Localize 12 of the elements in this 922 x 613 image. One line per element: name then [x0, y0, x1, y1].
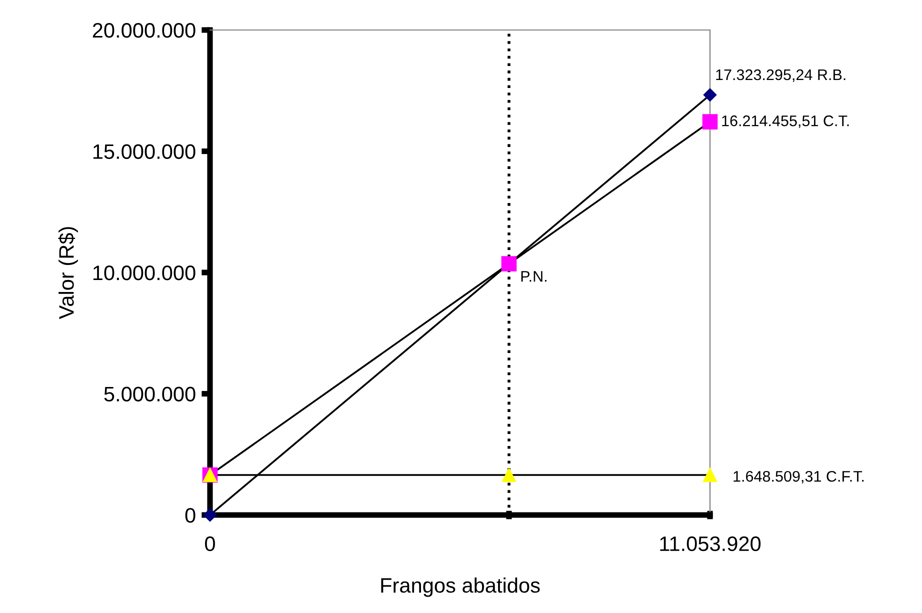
- x-axis-title: Frangos abatidos: [381, 577, 540, 597]
- x-tick-label: 11.053.920: [660, 536, 761, 552]
- y-tick-label: 0: [185, 508, 196, 523]
- text: 16.214.455,51 C.T.: [722, 115, 849, 128]
- y-tick-label: 15.000.000: [93, 144, 196, 160]
- y-axis-title: Valor (R$): [58, 227, 78, 320]
- text: 17.323.295,24 R.B.: [716, 69, 846, 82]
- text: 1.648.509,31 C.F.T.: [734, 470, 864, 484]
- annotation: P.N.: [521, 271, 546, 282]
- y-tick-label: 10.000.000: [93, 266, 196, 280]
- y-tick-label: 20.000.000: [92, 23, 196, 38]
- y-tick-label: 5.000.000: [104, 386, 196, 402]
